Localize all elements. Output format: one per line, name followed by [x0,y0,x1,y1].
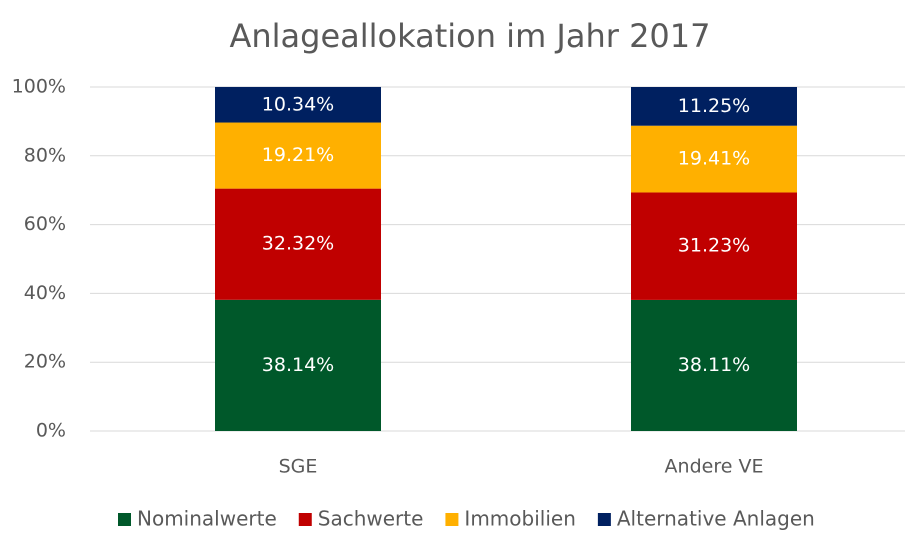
y-tick-label: 0% [36,420,66,442]
bar-segment [215,86,381,123]
chart-title: Anlageallokation im Jahr 2017 [229,17,710,55]
y-tick-label: 20% [24,351,66,373]
bar-segment [631,87,797,126]
legend-swatch [118,513,131,526]
data-label: 32.32% [262,233,334,255]
data-label: 31.23% [678,235,750,257]
bar-segment [215,188,381,300]
y-tick-label: 100% [12,76,66,98]
y-tick-label: 80% [24,144,66,166]
y-tick-label: 40% [24,282,66,304]
data-label: 38.14% [262,354,334,376]
bar-segment [631,299,797,431]
bar-segment [631,125,797,193]
bar-segment [215,299,381,431]
legend-label: Nominalwerte [137,507,277,531]
x-tick-label: SGE [279,456,318,478]
x-tick-label: Andere VE [665,456,764,478]
data-label: 19.41% [678,148,750,170]
legend-swatch [298,513,312,526]
data-label: 38.11% [678,354,750,376]
bar-segment [215,122,381,189]
data-label: 19.21% [262,144,334,166]
bar-segment [631,192,797,300]
legend-swatch [597,513,611,526]
legend-label: Sachwerte [318,507,424,531]
y-tick-label: 60% [24,213,66,235]
legend-label: Immobilien [464,507,575,531]
data-label: 11.25% [678,95,750,117]
data-label: 10.34% [262,93,334,115]
legend-label: Alternative Anlagen [617,507,815,531]
legend-swatch [445,513,459,526]
